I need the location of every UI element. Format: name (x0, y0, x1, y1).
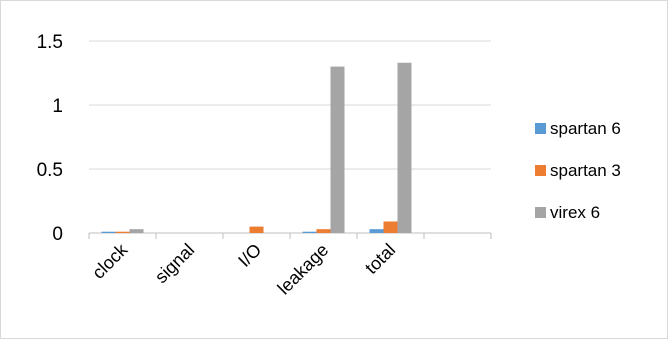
y-tick-label: 1 (52, 96, 63, 117)
legend-swatch (535, 123, 546, 134)
bar (101, 231, 116, 233)
x-category-label: total (361, 240, 399, 278)
bar (316, 229, 331, 233)
legend-swatch (535, 207, 546, 218)
y-tick-label: 0 (52, 224, 63, 245)
x-category-label: clock (88, 239, 132, 283)
bar (369, 229, 384, 233)
x-category-label: signal (151, 240, 198, 287)
bar (249, 226, 264, 233)
legend-swatch (535, 165, 546, 176)
bar (129, 229, 144, 233)
x-category-label: leakage (274, 240, 333, 299)
legend-label: virex 6 (550, 203, 600, 222)
y-tick-label: 1.5 (37, 32, 63, 53)
bar (330, 66, 345, 233)
legend-label: spartan 3 (550, 161, 621, 180)
bar (383, 221, 398, 233)
bar (397, 62, 412, 234)
y-tick-label: 0.5 (37, 160, 63, 181)
x-category-label: I/O (234, 240, 265, 271)
bar (115, 231, 130, 233)
legend-label: spartan 6 (550, 119, 621, 138)
bar (302, 231, 317, 233)
